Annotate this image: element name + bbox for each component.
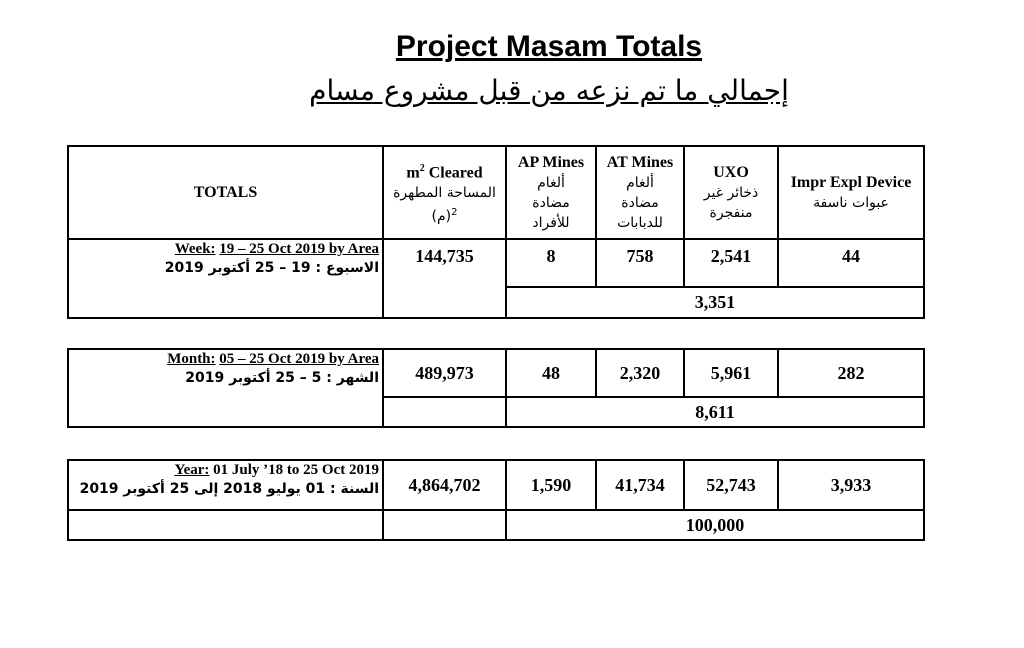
header-ied: Impr Expl Device عبوات ناسفة xyxy=(777,145,925,240)
year-table: Year: 01 July ’18 to 25 Oct 2019 السنة :… xyxy=(67,459,925,541)
week-label: Week: 19 – 25 Oct 2019 by Area الاسبوع :… xyxy=(67,238,384,319)
month-total: 8,611 xyxy=(505,396,925,428)
month-table: Month: 05 – 25 Oct 2019 by Area الشهر : … xyxy=(67,348,925,428)
header-uxo: UXO ذخائر غير منفجرة xyxy=(683,145,779,240)
week-total: 3,351 xyxy=(505,286,925,319)
year-label-blank xyxy=(67,509,384,541)
page-title: Project Masam Totals xyxy=(395,30,703,63)
week-ap-mines: 8 xyxy=(505,238,597,288)
month-ied: 282 xyxy=(777,348,925,398)
year-total: 100,000 xyxy=(505,509,925,541)
header-at-mines: AT Mines ألغام مضادة للدبابات xyxy=(595,145,685,240)
header-ap-mines: AP Mines ألغام مضادة للأفراد xyxy=(505,145,597,240)
year-uxo: 52,743 xyxy=(683,459,779,511)
page-subtitle-arabic: إجمالي ما تم نزعه من قبل مشروع مسام xyxy=(309,74,789,107)
year-ied: 3,933 xyxy=(777,459,925,511)
year-at-mines: 41,734 xyxy=(595,459,685,511)
year-m2-cleared: 4,864,702 xyxy=(382,459,507,511)
week-m2-cleared: 144,735 xyxy=(382,238,507,319)
week-ied: 44 xyxy=(777,238,925,288)
year-m2-blank xyxy=(382,509,507,541)
month-label: Month: 05 – 25 Oct 2019 by Area الشهر : … xyxy=(67,348,384,428)
month-m2-blank xyxy=(382,396,507,428)
year-ap-mines: 1,590 xyxy=(505,459,597,511)
month-uxo: 5,961 xyxy=(683,348,779,398)
header-m2-cleared: m2 Cleared المساحة المطهرة 2(م) xyxy=(382,145,507,240)
week-table: TOTALS m2 Cleared المساحة المطهرة 2(م) A… xyxy=(67,145,925,319)
week-uxo: 2,541 xyxy=(683,238,779,288)
month-ap-mines: 48 xyxy=(505,348,597,398)
month-at-mines: 2,320 xyxy=(595,348,685,398)
week-at-mines: 758 xyxy=(595,238,685,288)
year-label: Year: 01 July ’18 to 25 Oct 2019 السنة :… xyxy=(67,459,384,511)
header-totals: TOTALS xyxy=(67,145,384,240)
month-m2-cleared: 489,973 xyxy=(382,348,507,398)
